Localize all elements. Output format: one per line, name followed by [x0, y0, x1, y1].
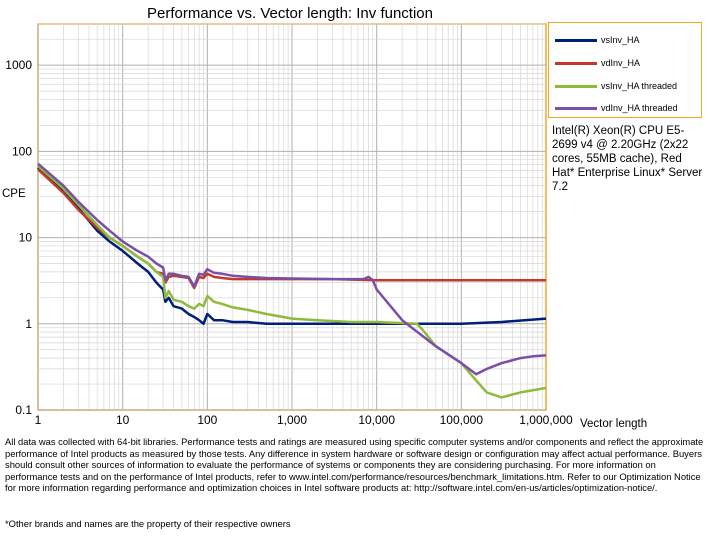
- x-tick-label: 100,000: [440, 413, 484, 427]
- legend-item-vdinv-ha: vdInv_HA: [555, 56, 640, 70]
- legend-item-vsinv-ha: vsInv_HA: [555, 33, 640, 47]
- y-tick-label: 1: [25, 317, 32, 331]
- y-tick-label: 0.1: [15, 403, 32, 417]
- legend-swatch: [555, 84, 597, 88]
- legend-label: vdInv_HA: [601, 58, 641, 68]
- x-tick-label: 1: [35, 413, 42, 427]
- y-axis-label: CPE: [2, 188, 26, 200]
- legend-label: vdInv_HA threaded: [601, 103, 678, 113]
- y-tick-labels: 0.1 1 10 100 1000: [5, 58, 32, 417]
- legend-swatch: [555, 61, 597, 65]
- legend-label: vsInv_HA: [601, 35, 640, 45]
- x-tick-label: 10,000: [358, 413, 395, 427]
- legend: vsInv_HA vdInv_HA vsInv_HA threaded vdIn…: [548, 22, 702, 118]
- series-line-vdinv-ha-threaded: [37, 162, 547, 376]
- y-tick-label: 10: [19, 231, 33, 245]
- x-tick-label: 10: [116, 413, 130, 427]
- y-tick-label: 1000: [5, 58, 32, 72]
- legend-item-vdinv-ha-threaded: vdInv_HA threaded: [555, 101, 678, 115]
- chart-title: Performance vs. Vector length: Inv funct…: [147, 5, 433, 22]
- x-tick-labels: 1 10 100 1,000 10,000 100,000 1,000,000: [35, 413, 573, 427]
- cpu-configuration-note: Intel(R) Xeon(R) CPU E5-2699 v4 @ 2.20GH…: [552, 125, 703, 193]
- legend-swatch: [555, 38, 597, 42]
- series-line-vsinv-ha: [37, 166, 547, 326]
- legend-item-vsinv-ha-threaded: vsInv_HA threaded: [555, 79, 677, 93]
- series-lines: [37, 162, 547, 399]
- y-tick-label: 100: [12, 144, 32, 158]
- disclaimer-text: All data was collected with 64-bit libra…: [5, 436, 704, 494]
- legend-label: vsInv_HA threaded: [601, 81, 678, 91]
- trademark-note: *Other brands and names are the property…: [5, 518, 291, 529]
- x-tick-label: 1,000: [277, 413, 307, 427]
- x-tick-label: 100: [197, 413, 217, 427]
- x-axis-label: Vector length: [580, 418, 648, 430]
- x-tick-label: 1,000,000: [519, 413, 573, 427]
- legend-swatch: [555, 106, 597, 110]
